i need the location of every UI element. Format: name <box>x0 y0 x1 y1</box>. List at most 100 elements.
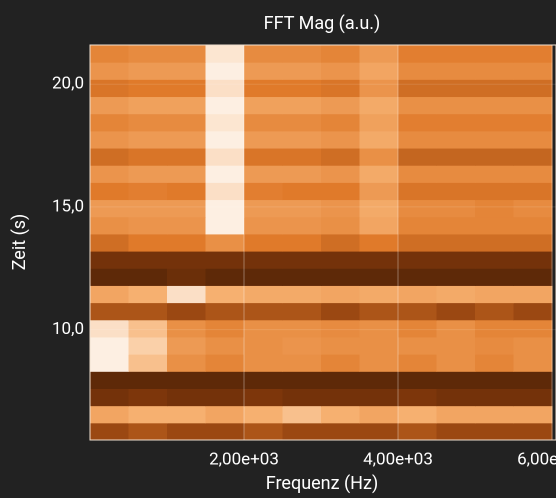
plot-border <box>89 44 556 441</box>
heat-cell <box>359 422 399 441</box>
heat-cell <box>436 45 476 63</box>
heat-cell <box>475 148 514 166</box>
heat-cell <box>321 405 360 424</box>
heat-cell <box>436 79 476 98</box>
heat-cell <box>475 354 514 372</box>
heat-cell <box>321 354 360 372</box>
heat-cell <box>244 79 283 98</box>
heat-cell <box>90 182 129 201</box>
heat-cell <box>167 45 206 63</box>
heat-cell <box>128 285 168 304</box>
heat-cell <box>90 371 129 389</box>
heat-cell <box>205 371 245 389</box>
heat-cell <box>321 199 360 218</box>
heat-cell <box>90 96 129 115</box>
heat-cell <box>282 354 322 372</box>
heat-cell <box>513 422 553 441</box>
heat-cell <box>436 302 476 321</box>
heat-cell <box>513 354 553 372</box>
heat-cell <box>398 268 437 286</box>
heat-cell <box>436 216 476 235</box>
heat-cell <box>244 216 283 235</box>
heat-cell <box>475 233 514 252</box>
heat-cell <box>90 233 129 252</box>
heat-cell <box>436 148 476 166</box>
heat-cell <box>205 388 245 407</box>
heat-cell <box>475 405 514 424</box>
heat-cell <box>167 165 206 183</box>
y-tick-label: 15,0 <box>52 196 84 216</box>
heat-cell <box>398 371 437 389</box>
heat-cell <box>90 336 129 355</box>
heat-cell <box>475 79 514 98</box>
heat-cell <box>398 45 437 63</box>
heat-cell <box>436 96 476 115</box>
heat-cell <box>513 285 553 304</box>
heat-cell <box>205 62 245 80</box>
heat-cell <box>205 199 245 218</box>
heat-cell <box>90 388 129 407</box>
heat-cell <box>167 354 206 372</box>
x-tick-label: 4,00e+03 <box>363 449 433 469</box>
heat-cell <box>205 405 245 424</box>
heat-cell <box>359 285 399 304</box>
heat-cell <box>513 62 553 80</box>
heat-cell <box>90 79 129 98</box>
heat-cell <box>167 113 206 132</box>
heat-cell <box>475 268 514 286</box>
heat-cell <box>475 45 514 63</box>
heat-cell <box>244 354 283 372</box>
heat-cell <box>321 45 360 63</box>
heat-cell <box>436 388 476 407</box>
heat-cell <box>475 302 514 321</box>
heat-cell <box>282 199 322 218</box>
heat-cell <box>513 336 553 355</box>
heat-cell <box>205 268 245 286</box>
heat-cell <box>398 251 437 269</box>
heat-cell <box>128 216 168 235</box>
heat-cell <box>398 199 437 218</box>
heat-cell <box>205 113 245 132</box>
heat-cell <box>513 199 553 218</box>
heat-cell <box>282 319 322 338</box>
heat-cell <box>436 268 476 286</box>
heat-cell <box>128 130 168 149</box>
heat-cell <box>90 354 129 372</box>
heat-cell <box>244 148 283 166</box>
heat-cell <box>282 216 322 235</box>
heat-cell <box>398 285 437 304</box>
heat-cell <box>398 148 437 166</box>
heat-cell <box>205 165 245 183</box>
heat-cell <box>321 216 360 235</box>
heat-cell <box>167 148 206 166</box>
heat-cell <box>205 130 245 149</box>
heat-cell <box>359 371 399 389</box>
heat-cell <box>513 165 553 183</box>
heat-cell <box>475 96 514 115</box>
heat-cell <box>475 319 514 338</box>
heat-cell <box>167 233 206 252</box>
heat-cell <box>282 336 322 355</box>
heat-cell <box>167 130 206 149</box>
heat-cell <box>513 45 553 63</box>
heat-cell <box>128 113 168 132</box>
heat-cell <box>321 371 360 389</box>
heat-cell <box>513 388 553 407</box>
heat-cell <box>167 336 206 355</box>
heat-cell <box>359 233 399 252</box>
heat-cell <box>513 302 553 321</box>
heat-cell <box>128 251 168 269</box>
heat-cell <box>90 302 129 321</box>
heat-cell <box>475 216 514 235</box>
heat-cell <box>128 148 168 166</box>
heat-cell <box>321 336 360 355</box>
heat-cell <box>244 130 283 149</box>
heat-cell <box>513 405 553 424</box>
y-tick-label: 10,0 <box>52 319 84 339</box>
heat-cell <box>398 96 437 115</box>
heat-cell <box>359 113 399 132</box>
heat-cell <box>436 165 476 183</box>
heat-cell <box>128 45 168 63</box>
heat-cell <box>513 96 553 115</box>
heat-cell <box>244 165 283 183</box>
